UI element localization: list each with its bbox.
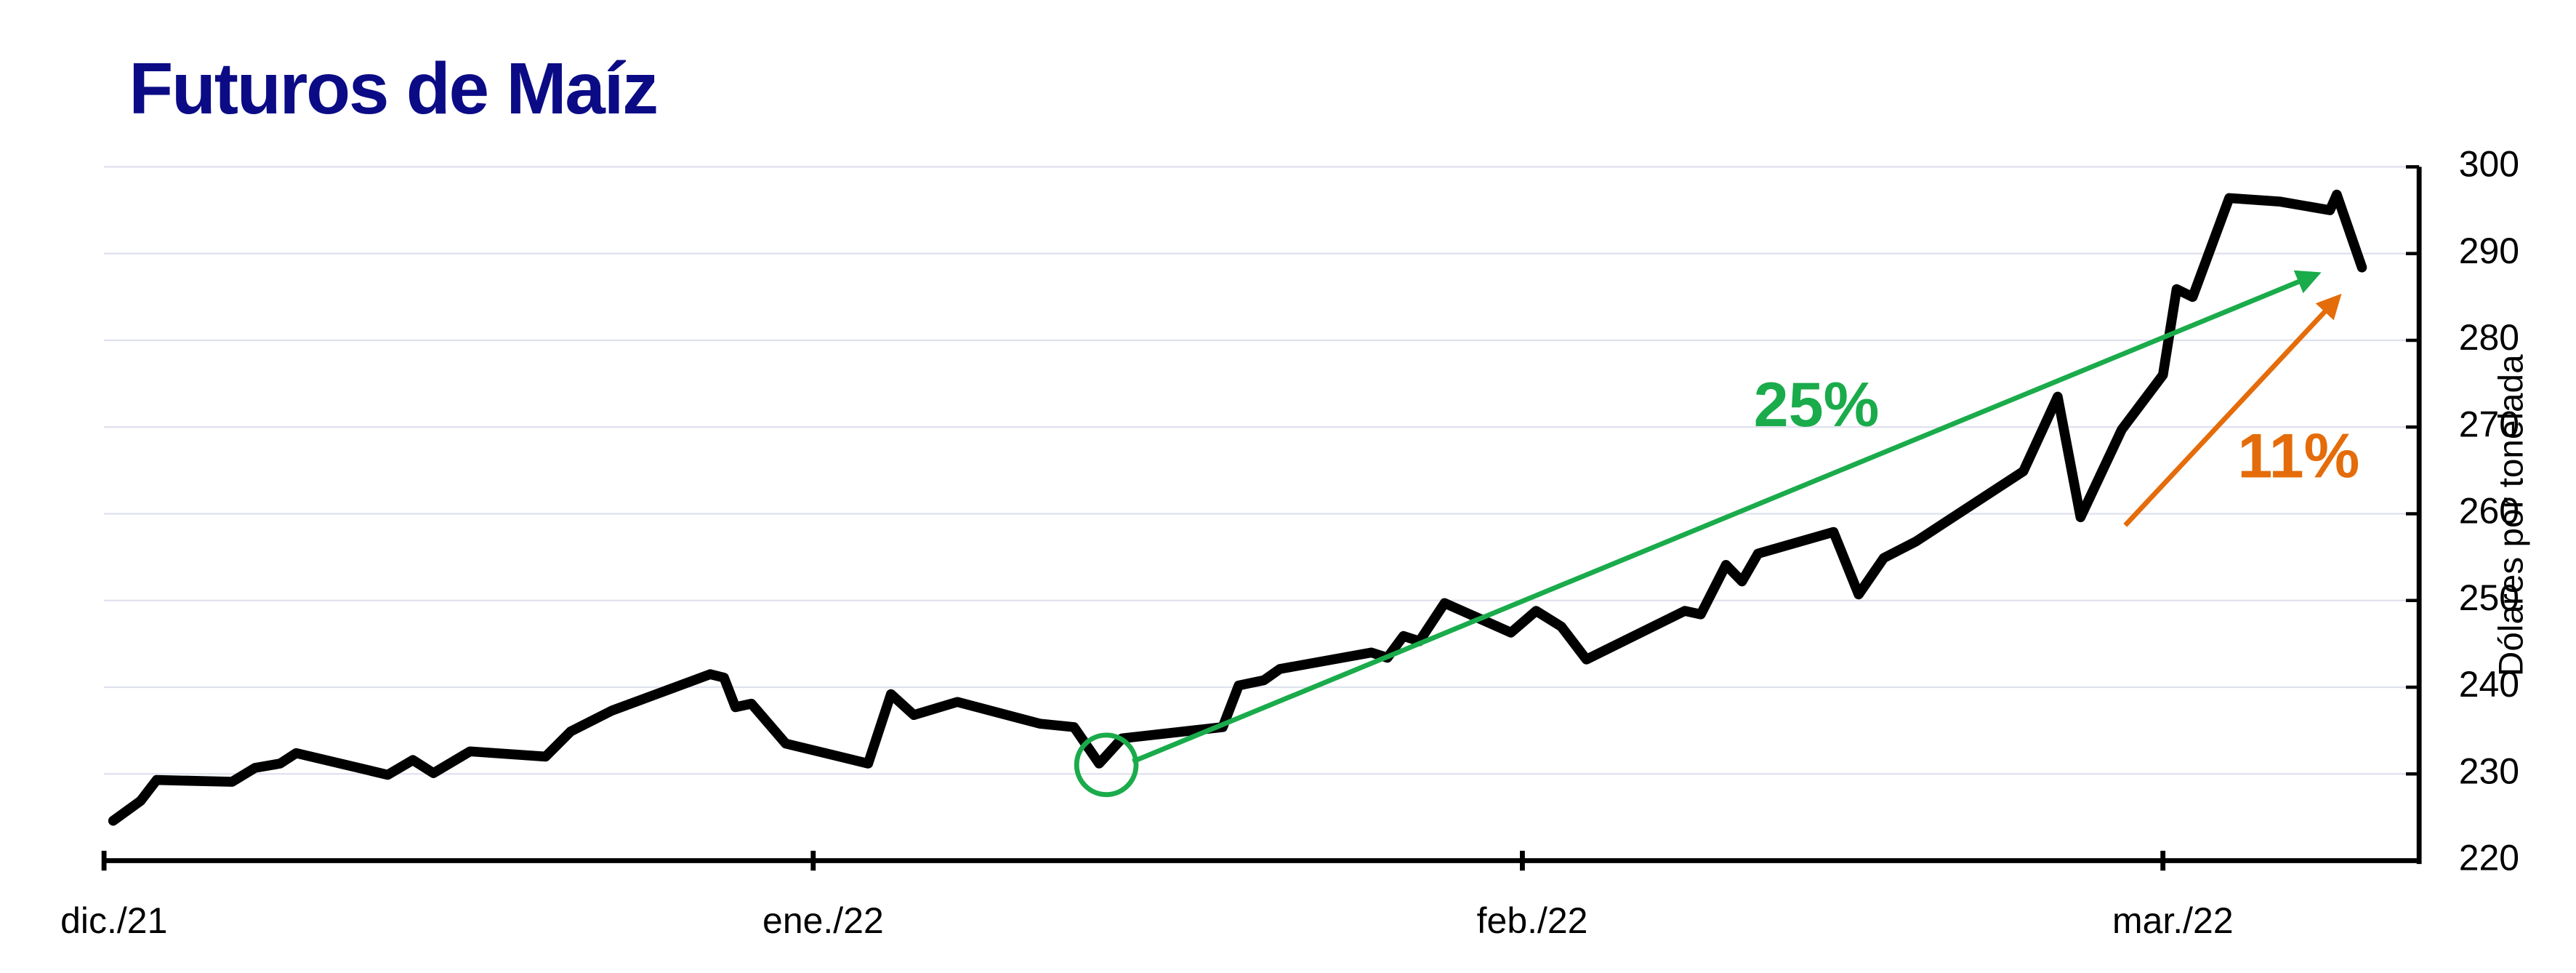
y-tick-label: 230 [2459, 750, 2519, 791]
axes: 220 230 240 250 260 270 280 290 300 dic./21 ene./2… [60, 144, 2519, 941]
y-tick-label: 220 [2459, 838, 2519, 878]
y-tick-label: 270 [2459, 404, 2519, 444]
line-series [108, 189, 2367, 826]
y-tick-label: 280 [2459, 317, 2519, 358]
arrow-orange [2123, 293, 2342, 527]
x-tick-label: mar./22 [2112, 900, 2234, 941]
chart-title: Futuros de Maíz [129, 49, 657, 129]
grid [104, 166, 2420, 775]
highlight-circle [1074, 732, 1139, 798]
series [108, 189, 2367, 826]
x-tick-label: dic./21 [60, 900, 167, 941]
arrow-green [1132, 270, 2322, 764]
y-tick-label: 240 [2459, 664, 2519, 705]
y-tick-label: 250 [2459, 577, 2519, 618]
annotation: 25% [1754, 370, 1880, 440]
x-tick-label: feb./22 [1477, 900, 1588, 941]
y-tick-label: 290 [2459, 231, 2519, 271]
y-tick-label: 300 [2459, 144, 2519, 185]
annotations: 25% 11% [1074, 270, 2359, 798]
x-tick-label: ene./22 [762, 900, 884, 941]
y-axis-label: Dólares por tonelada [2492, 354, 2530, 676]
y-tick-label: 260 [2459, 491, 2519, 532]
annotation: 11% [2237, 422, 2359, 492]
